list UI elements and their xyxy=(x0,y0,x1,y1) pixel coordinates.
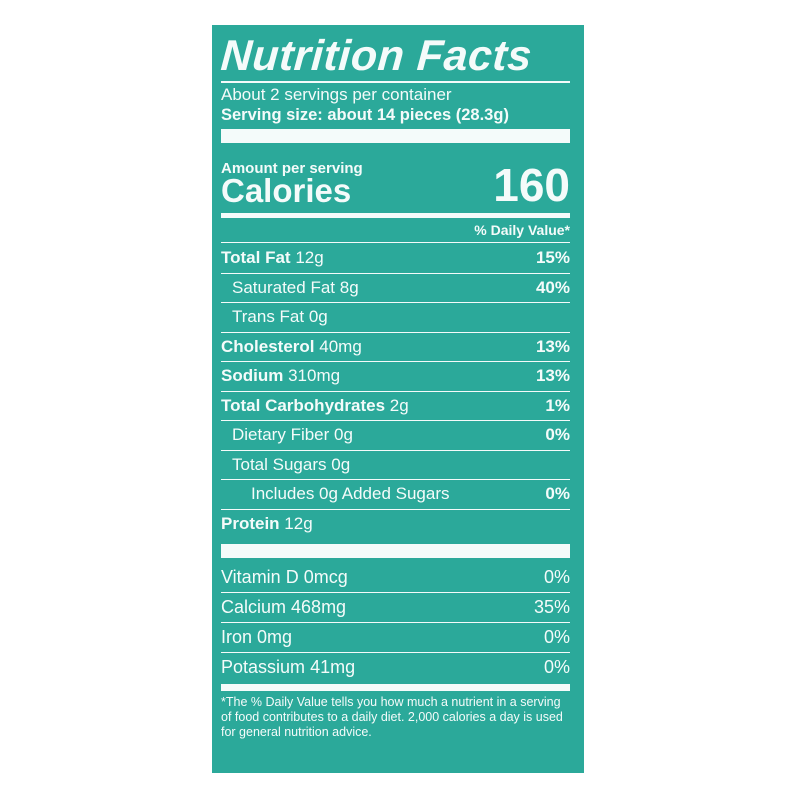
vitamin-dv: 0% xyxy=(543,627,570,647)
vitamin-row-potassium: Potassium 41mg 0% xyxy=(221,652,570,682)
nutrient-name: Trans Fat xyxy=(232,307,305,327)
nutrient-name: Dietary Fiber xyxy=(232,425,330,445)
divider-medium xyxy=(221,212,570,218)
nutrient-row-total-fat: Total Fat 12g 15% xyxy=(221,243,570,273)
vitamin-row-vitamin-d: Vitamin D 0mcg 0% xyxy=(221,562,570,592)
nutrient-row-added-sugars: Includes 0g Added Sugars 0% xyxy=(221,479,570,509)
nutrient-amount: 0g xyxy=(331,454,351,474)
divider xyxy=(221,81,570,83)
nutrient-name: Total Carbohydrates xyxy=(221,395,386,415)
nutrient-name: Sodium xyxy=(221,366,284,386)
servings-per-container: About 2 servings per container xyxy=(221,84,452,104)
nutrient-dv: 1% xyxy=(545,395,570,415)
nutrient-amount: 40mg xyxy=(319,336,362,356)
amount-per-serving: Amount per serving xyxy=(221,159,363,177)
daily-value-header: % Daily Value* xyxy=(474,221,570,238)
nutrient-row-dietary-fiber: Dietary Fiber 0g 0% xyxy=(221,420,570,450)
vitamin-amount: 41mg xyxy=(310,657,356,677)
vitamin-row-calcium: Calcium 468mg 35% xyxy=(221,592,570,622)
nutrient-row-sodium: Sodium 310mg 13% xyxy=(221,361,570,391)
nutrient-amount: 0g xyxy=(334,425,353,445)
nutrient-name: Saturated Fat xyxy=(232,277,336,297)
calories-value: 160 xyxy=(493,158,570,211)
nutrient-dv: 15% xyxy=(535,247,570,267)
calories-row: Calories 160 xyxy=(221,161,570,209)
vitamin-dv: 0% xyxy=(543,657,570,677)
divider xyxy=(221,241,570,243)
label-title: Nutrition Facts xyxy=(219,32,534,80)
vitamin-row-iron: Iron 0mg 0% xyxy=(221,622,570,652)
divider-thick xyxy=(221,128,570,143)
nutrient-name: Includes 0g Added Sugars xyxy=(251,484,450,504)
vitamin-name: Iron xyxy=(221,627,253,647)
serving-size: Serving size: about 14 pieces (28.3g) xyxy=(221,105,509,124)
nutrient-dv: 13% xyxy=(535,366,570,386)
nutrient-name: Protein xyxy=(221,513,280,533)
nutrient-row-protein: Protein 12g xyxy=(221,508,570,539)
nutrient-name: Total Sugars xyxy=(232,454,327,474)
nutrient-amount: 8g xyxy=(339,277,359,297)
nutrient-row-saturated-fat: Saturated Fat 8g 40% xyxy=(221,272,570,303)
nutrient-amount: 12g xyxy=(284,513,313,533)
nutrient-row-total-carbohydrates: Total Carbohydrates 2g 1% xyxy=(221,390,570,421)
nutrient-row-trans-fat: Trans Fat 0g xyxy=(221,302,570,332)
nutrient-dv: 40% xyxy=(535,277,570,297)
vitamin-dv: 35% xyxy=(533,597,570,617)
nutrient-row-total-sugars: Total Sugars 0g xyxy=(221,449,570,480)
divider-thick xyxy=(221,544,570,558)
calories-label: Calories xyxy=(221,171,352,209)
divider-medium xyxy=(221,684,570,691)
nutrient-name: Cholesterol xyxy=(221,336,315,356)
nutrient-amount: 310mg xyxy=(288,366,341,386)
vitamin-amount: 468mg xyxy=(291,597,347,617)
vitamin-amount: 0mg xyxy=(257,627,293,647)
nutrient-row-cholesterol: Cholesterol 40mg 13% xyxy=(221,331,570,362)
nutrient-name: Total Fat xyxy=(221,247,291,267)
nutrient-amount: 12g xyxy=(295,247,324,267)
footnote: *The % Daily Value tells you how much a … xyxy=(221,695,563,739)
nutrient-amount: 0g xyxy=(308,307,328,327)
vitamin-amount: 0mcg xyxy=(303,566,348,587)
nutrient-dv: 0% xyxy=(545,484,570,504)
nutrition-label: Nutrition Facts About 2 servings per con… xyxy=(212,25,584,773)
vitamin-name: Calcium xyxy=(221,597,287,617)
nutrient-dv: 0% xyxy=(545,425,570,445)
vitamin-dv: 0% xyxy=(543,566,570,587)
nutrient-dv: 13% xyxy=(535,336,570,356)
vitamin-name: Vitamin D xyxy=(221,566,299,587)
vitamin-name: Potassium xyxy=(221,657,306,677)
nutrient-amount: 2g xyxy=(389,395,409,415)
